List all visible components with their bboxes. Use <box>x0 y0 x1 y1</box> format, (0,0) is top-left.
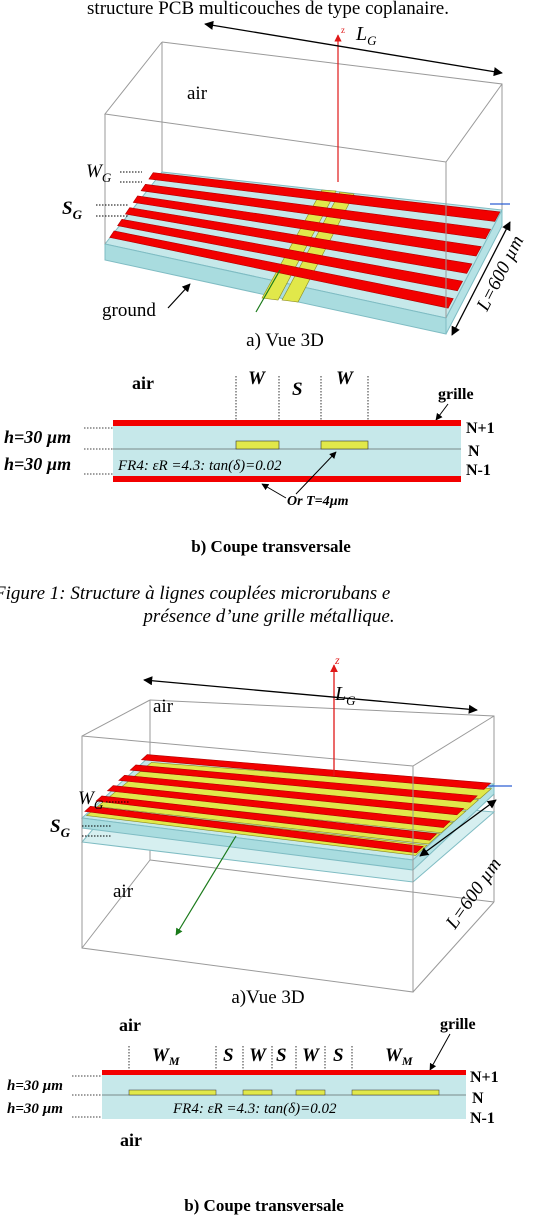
section1-grille-arrow <box>435 403 449 421</box>
length2-arrow <box>419 799 497 857</box>
figure1-caption-line2: présence d’une grille métallique. <box>141 606 394 627</box>
section2-wm-left: WM <box>152 1045 180 1068</box>
air-label: air <box>187 83 208 104</box>
section2-substrate-text: FR4: εR =4.3: tan(δ)=0.02 <box>172 1101 337 1117</box>
section2-grille-arrow <box>429 1033 451 1071</box>
section2-layer-bottom: N-1 <box>470 1110 495 1127</box>
section1-h-bottom: h=30 µm <box>4 454 71 474</box>
length-arrow <box>451 221 511 336</box>
section2-caption: b) Coupe transversale <box>184 1196 344 1215</box>
section2-w1: W <box>249 1045 267 1066</box>
z-axis-2-label: z <box>334 653 340 667</box>
y-axis-2 <box>175 835 237 936</box>
figure2-section: air grille WM S W S W S WM h=30 µm h=30 … <box>7 1015 499 1215</box>
section1-substrate-text: FR4: εR =4.3: tan(δ)=0.02 <box>117 458 282 474</box>
section2-gold-w1 <box>242 1089 273 1096</box>
figure2-3d-view: z LG air WG SG air L=600 µm a)Vue 3D <box>50 653 512 1008</box>
section2-gold-wm-left <box>128 1089 217 1096</box>
section1-metal-text: Or T=4µm <box>287 494 349 509</box>
figure1-caption-line1: Figure 1: Structure à lignes couplées mi… <box>0 583 390 604</box>
ground-label: ground <box>102 300 156 321</box>
section1-grille: grille <box>438 386 474 403</box>
lg-label: LG <box>355 23 377 48</box>
z-axis-label: z <box>341 25 345 35</box>
air-box2-front-top <box>81 735 414 767</box>
section1-layer-mid: N <box>468 443 480 460</box>
section1-s: S <box>292 379 303 400</box>
section2-s1: S <box>223 1045 234 1066</box>
section1-w-left: W <box>248 368 266 389</box>
wg-label: WG <box>86 161 112 185</box>
section1-gold-right <box>320 440 369 450</box>
section1-metal-arrow-2 <box>295 451 337 495</box>
section1-layer-bottom: N-1 <box>466 462 491 479</box>
section1-caption: b) Coupe transversale <box>191 537 351 556</box>
section2-air-bottom: air <box>120 1130 142 1150</box>
section2-w2: W <box>302 1045 320 1066</box>
figure1-3d-caption: a) Vue 3D <box>246 330 324 351</box>
section2-layer-top: N+1 <box>470 1069 499 1086</box>
lg2-arrow <box>143 676 478 714</box>
grille2-strip-1 <box>140 754 492 790</box>
section1-ground-bottom <box>113 476 461 482</box>
section1-gold-left <box>235 440 280 450</box>
grille-strips <box>109 172 501 309</box>
section1-air: air <box>132 373 154 393</box>
lg2-label: LG <box>334 683 356 708</box>
section2-dim-lines <box>128 1046 353 1072</box>
length2-label: L=600 µm <box>441 854 505 933</box>
figure2-3d-caption: a)Vue 3D <box>231 987 304 1008</box>
section2-gold-w2 <box>295 1089 326 1096</box>
section1-h-top: h=30 µm <box>4 427 71 447</box>
air-box2-base-back <box>149 859 495 903</box>
section2-gold-wm-right <box>351 1089 440 1096</box>
ground-leader <box>167 283 191 309</box>
section2-s2: S <box>276 1045 287 1066</box>
air-box2-front <box>81 699 495 993</box>
air2-top-label: air <box>153 696 174 717</box>
section1-substrate-bottom <box>113 449 461 476</box>
figure1-section: air W S W grille h=30 µm h=30 µm N+1 N N… <box>4 368 495 556</box>
section2-h-top: h=30 µm <box>7 1078 63 1094</box>
section2-grille-top <box>102 1070 466 1075</box>
intro-text: structure PCB multicouches de type copla… <box>87 0 449 19</box>
section1-metal-arrow-1 <box>261 483 287 499</box>
lg-arrow <box>204 20 503 77</box>
air-box2-right-bottom <box>412 901 495 993</box>
section1-grille-top <box>113 420 461 426</box>
y-axis <box>255 269 281 313</box>
section2-wm-right: WM <box>385 1045 413 1068</box>
air-box-front-top <box>104 41 503 163</box>
section2-h-bottom: h=30 µm <box>7 1101 63 1117</box>
section2-s3: S <box>333 1045 344 1066</box>
grille-strip-6 <box>109 230 454 309</box>
section2-air-top: air <box>119 1015 141 1035</box>
air2-bottom-label: air <box>113 881 134 902</box>
sg2-label: SG <box>50 816 71 840</box>
grille-strips-2 <box>84 754 492 854</box>
sg-label: SG <box>62 198 83 222</box>
section2-layer-mid: N <box>472 1090 484 1107</box>
grille2-strip-6 <box>84 805 424 854</box>
air-box2-left-bottom <box>81 859 151 949</box>
section2-grille: grille <box>440 1016 476 1033</box>
figure1-3d-view: z LG air WG SG ground L=600 µm a) Vue 3D <box>62 20 528 351</box>
section2-substrate-bottom <box>102 1095 466 1119</box>
section1-layer-top: N+1 <box>466 420 495 437</box>
section1-w-right: W <box>336 368 354 389</box>
wg2-label: WG <box>78 788 104 812</box>
section1-substrate-top <box>113 425 461 449</box>
